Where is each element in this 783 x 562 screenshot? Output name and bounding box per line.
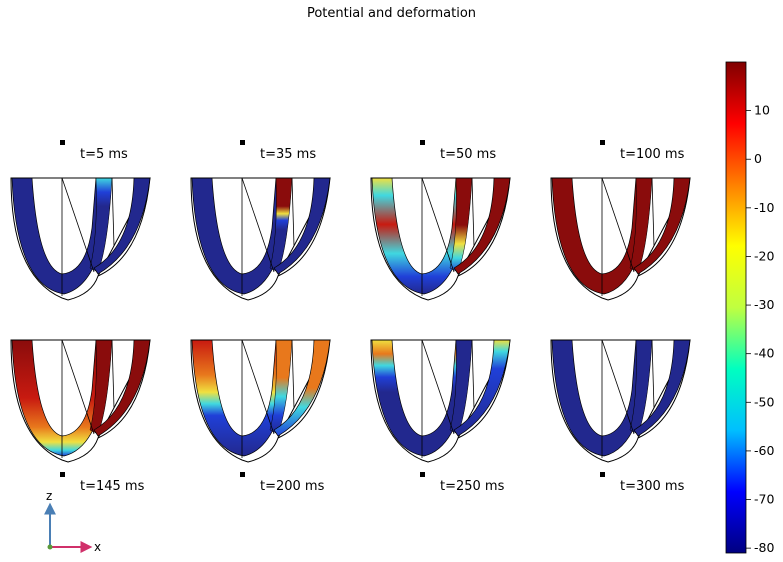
rv-wall [93,339,151,437]
frame-label-4: t=145 ms [80,479,145,494]
diag-line [421,339,455,435]
lv-outline [10,177,151,301]
frame-6 [370,339,511,463]
colorbar-tick-label: -80 [754,540,774,555]
colorbar-ticks: 10 0 -10 -20 -30 -40 -50 -60 -70 -80 [746,103,774,555]
colorbar: 10 0 -10 -20 -30 -40 -50 -60 -70 -80 [725,61,774,555]
diag-line [421,177,455,273]
colorbar-tick-label: -50 [754,394,774,409]
frame-marker-2 [420,140,425,145]
frame-1 [190,177,331,301]
frame-marker-4 [60,472,65,477]
frame-label-0: t=5 ms [80,147,128,162]
rv-wall [633,177,691,275]
inner-line [471,339,475,409]
diag-line [601,339,635,435]
inner-line [291,177,295,247]
colorbar-tick-label: 0 [754,151,762,166]
colorbar-tick-label: -30 [754,297,774,312]
rv-wall [453,177,511,275]
inner-line [111,177,115,247]
rv-wall [273,177,331,275]
frame-marker-0 [60,140,65,145]
colorbar-tick-label: -10 [754,200,774,215]
frame-4 [10,339,151,463]
frame-marker-6 [420,472,425,477]
frames-layer: t=5 ms t=35 ms t=50 ms t=100 ms t=145 ms t=20… [10,140,691,494]
inner-line [651,177,655,247]
inner-line [111,339,115,409]
colorbar-tick-label: 10 [754,103,770,118]
origin-dot [47,544,53,550]
lv-outline [370,177,511,301]
frame-label-7: t=300 ms [620,479,685,494]
inner-line [291,339,295,409]
frame-0 [10,177,151,301]
diag-line [241,177,275,273]
diag-line [61,177,95,273]
axis-triad: z x [44,489,101,554]
lv-outline [190,339,331,463]
rv-wall [93,177,151,275]
frame-marker-3 [600,140,605,145]
frame-marker-7 [600,472,605,477]
frame-label-3: t=100 ms [620,147,685,162]
frame-label-5: t=200 ms [260,479,325,494]
frame-marker-5 [240,472,245,477]
frame-marker-1 [240,140,245,145]
rv-wall [633,339,691,437]
lv-outline [190,177,331,301]
plot-title: Potential and deformation [306,6,477,21]
x-axis-label: x [94,540,101,554]
inner-line [471,177,475,247]
colorbar-tick-label: -40 [754,346,774,361]
frame-label-2: t=50 ms [440,147,496,162]
z-axis-label: z [46,489,52,503]
inner-line [651,339,655,409]
lv-outline [550,177,691,301]
frame-7 [550,339,691,463]
lv-outline [550,339,691,463]
colorbar-tick-label: -20 [754,248,774,263]
frame-label-1: t=35 ms [260,147,316,162]
frame-2 [370,177,511,301]
frame-5 [190,339,331,463]
rv-wall [273,339,331,437]
diag-line [61,339,95,435]
lv-outline [10,339,151,463]
colorbar-rect [725,61,747,554]
lv-outline [370,339,511,463]
frame-3 [550,177,691,301]
colorbar-tick-label: -60 [754,443,774,458]
frame-label-6: t=250 ms [440,479,505,494]
diag-line [601,177,635,273]
diag-line [241,339,275,435]
rv-wall [453,339,511,437]
colorbar-tick-label: -70 [754,492,774,507]
